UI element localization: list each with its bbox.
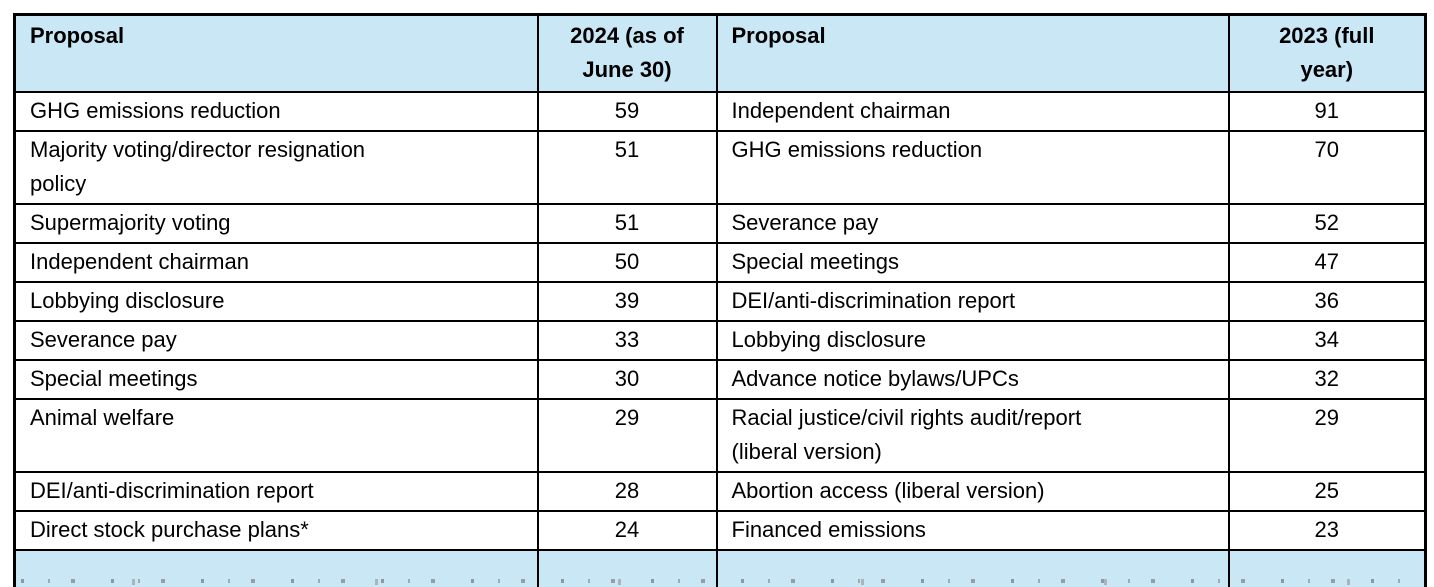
- proposal-cell: Abortion access (liberal version): [715, 471, 1230, 512]
- proposal-cell: DEI/anti-discrimination report: [715, 281, 1230, 322]
- value-2023-cell: 25: [1227, 471, 1427, 512]
- value-2024-cell: 28: [536, 471, 718, 512]
- table-row: Majority voting/director resignation pol…: [13, 130, 1427, 205]
- proposal-cell: GHG emissions reduction: [715, 130, 1230, 205]
- header-2023-full-year: 2023 (full year): [1227, 13, 1427, 93]
- table-row: GHG emissions reduction 59 Independent c…: [13, 91, 1427, 132]
- value-2024-cell: 51: [536, 130, 718, 205]
- value-2023-cell: 70: [1227, 130, 1427, 205]
- table-body: GHG emissions reduction 59 Independent c…: [13, 91, 1427, 587]
- value-2024-cell: 51: [536, 203, 718, 244]
- proposal-cell: Lobbying disclosure: [13, 281, 539, 322]
- proposal-cell: Lobbying disclosure: [715, 320, 1230, 361]
- value-2024-cell: 33: [536, 320, 718, 361]
- proposal-cell: Supermajority voting: [13, 203, 539, 244]
- value-2024-cell: 39: [536, 281, 718, 322]
- proposal-cell: Severance pay: [13, 320, 539, 361]
- value-2024-cell: 50: [536, 242, 718, 283]
- table-row: Independent chairman 50 Special meetings…: [13, 242, 1427, 283]
- proposal-cell: Direct stock purchase plans*: [13, 510, 539, 551]
- value-2024-cell: 24: [536, 510, 718, 551]
- proposal-cell: Special meetings: [715, 242, 1230, 283]
- proposal-cell: Severance pay: [715, 203, 1230, 244]
- proposals-table: Proposal 2024 (as of June 30) Proposal 2…: [13, 13, 1427, 587]
- table-row: Severance pay 33 Lobbying disclosure 34: [13, 320, 1427, 361]
- value-2023-cell: 47: [1227, 242, 1427, 283]
- proposal-cell: Animal welfare: [13, 398, 539, 473]
- value-2024-cell: 59: [536, 91, 718, 132]
- table-row: DEI/anti-discrimination report 28 Aborti…: [13, 471, 1427, 512]
- value-2023-cell: 52: [1227, 203, 1427, 244]
- proposal-cell: Racial justice/civil rights audit/report…: [715, 398, 1230, 473]
- header-row: Proposal 2024 (as of June 30) Proposal 2…: [13, 13, 1427, 93]
- header-proposal-right: Proposal: [715, 13, 1230, 93]
- proposal-cell: Majority voting/director resignation pol…: [13, 130, 539, 205]
- value-2023-cell: 36: [1227, 281, 1427, 322]
- proposal-cell: DEI/anti-discrimination report: [13, 471, 539, 512]
- proposal-cell: Advance notice bylaws/UPCs: [715, 359, 1230, 400]
- proposal-cell: Independent chairman: [715, 91, 1230, 132]
- value-2024-cell: 30: [536, 359, 718, 400]
- proposal-cell: GHG emissions reduction: [13, 91, 539, 132]
- value-2023-cell: 32: [1227, 359, 1427, 400]
- value-2023-cell: 23: [1227, 510, 1427, 551]
- proposal-cell: Independent chairman: [13, 242, 539, 283]
- table-row: Direct stock purchase plans* 24 Financed…: [13, 510, 1427, 551]
- value-2023-cell: 91: [1227, 91, 1427, 132]
- header-proposal-left: Proposal: [13, 13, 539, 93]
- value-2023-cell: 29: [1227, 398, 1427, 473]
- header-2024-as-of-june-30: 2024 (as of June 30): [536, 13, 718, 93]
- footnote-clipped-text: [14, 579, 1419, 585]
- value-2024-cell: 29: [536, 398, 718, 473]
- value-2023-cell: 34: [1227, 320, 1427, 361]
- proposal-cell: Special meetings: [13, 359, 539, 400]
- table-row: Special meetings 30 Advance notice bylaw…: [13, 359, 1427, 400]
- table-row: Supermajority voting 51 Severance pay 52: [13, 203, 1427, 244]
- proposal-cell: Financed emissions: [715, 510, 1230, 551]
- table-row: Animal welfare 29 Racial justice/civil r…: [13, 398, 1427, 473]
- table-header: Proposal 2024 (as of June 30) Proposal 2…: [13, 13, 1427, 93]
- table-row: Lobbying disclosure 39 DEI/anti-discrimi…: [13, 281, 1427, 322]
